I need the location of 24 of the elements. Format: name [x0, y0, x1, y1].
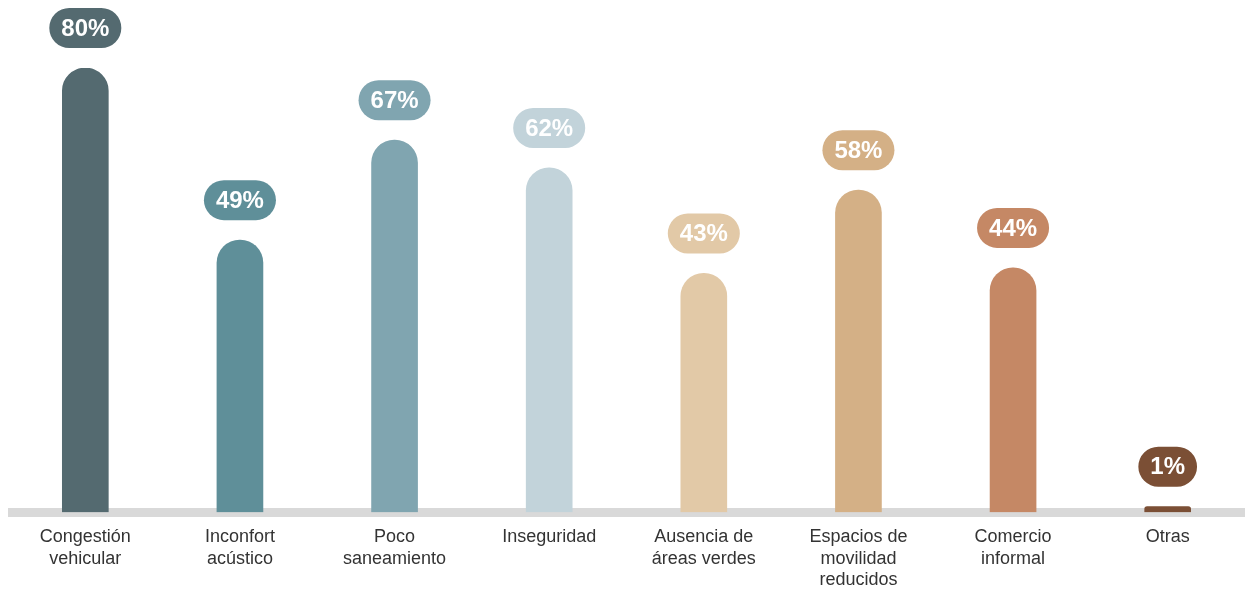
data-label: 1% — [1150, 452, 1186, 480]
bar — [525, 167, 573, 513]
bar — [835, 189, 882, 513]
x-tick-label: Comercio informal — [974, 525, 1052, 568]
bar — [1144, 506, 1192, 513]
bar — [216, 239, 264, 513]
data-label: 80% — [61, 13, 110, 41]
bar — [61, 68, 109, 513]
x-tick-label: Congestión vehicular — [39, 525, 131, 568]
x-tick-label: Espacios de movilidad reducidos — [809, 525, 908, 590]
data-label: 62% — [525, 113, 574, 141]
data-label: 43% — [679, 219, 728, 247]
bar — [680, 273, 728, 513]
x-tick-label: Otras — [1145, 525, 1190, 546]
x-tick-label: Poco saneamiento — [343, 525, 447, 568]
x-tick-label: Ausencia de áreas verdes — [651, 525, 756, 568]
x-tick-label: Inconfort acústico — [204, 525, 275, 568]
x-tick-label: Inseguridad — [502, 525, 597, 546]
data-label: 44% — [989, 213, 1038, 241]
bar — [371, 139, 418, 513]
data-label: 67% — [370, 85, 419, 113]
data-label: 49% — [215, 185, 264, 213]
data-label: 58% — [834, 135, 883, 163]
bar — [989, 267, 1037, 513]
